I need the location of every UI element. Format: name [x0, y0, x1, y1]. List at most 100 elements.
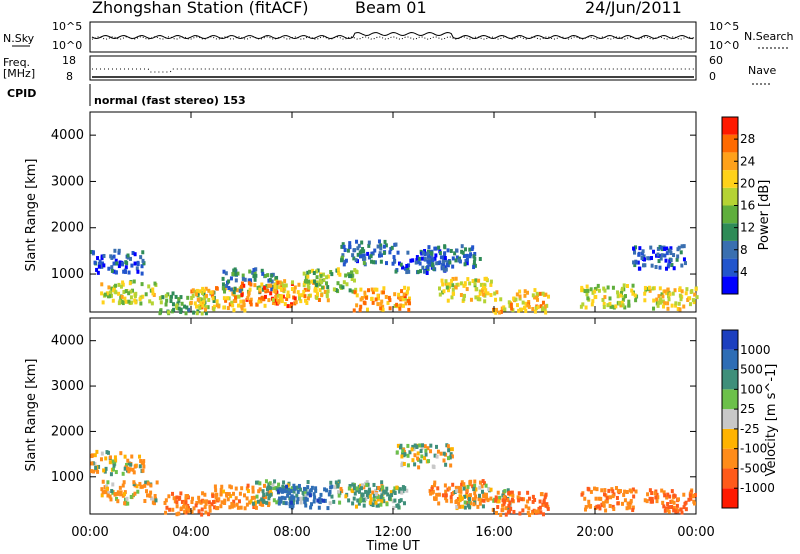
data-cell: [455, 488, 459, 493]
cpid-text: normal (fast stereo) 153: [94, 94, 246, 107]
data-cell: [414, 260, 418, 265]
data-cell: [147, 284, 151, 289]
data-cell: [133, 261, 137, 266]
data-cell: [274, 285, 278, 290]
data-cell: [185, 508, 189, 513]
data-cell: [233, 286, 237, 291]
data-cell: [407, 307, 411, 312]
data-cell: [308, 269, 312, 274]
data-cell: [359, 249, 363, 254]
data-cell: [355, 293, 359, 298]
data-cell: [608, 296, 612, 301]
data-cell: [622, 492, 626, 497]
data-cell: [421, 256, 425, 261]
data-cell: [543, 307, 547, 312]
data-cell: [210, 502, 214, 507]
data-cell: [332, 287, 336, 292]
data-cell: [583, 496, 587, 501]
data-cell: [430, 255, 434, 260]
data-cell: [362, 249, 366, 254]
data-cell: [221, 276, 225, 281]
data-cell: [605, 499, 609, 504]
data-cell: [643, 498, 647, 503]
data-cell: [340, 489, 344, 494]
data-cell: [323, 289, 327, 294]
data-cell: [656, 252, 660, 257]
data-cell: [306, 480, 310, 485]
data-cell: [418, 443, 422, 448]
data-cell: [628, 488, 632, 493]
data-cell: [352, 308, 356, 313]
data-cell: [602, 301, 606, 306]
data-cell: [494, 498, 498, 503]
data-cell: [664, 258, 668, 263]
data-cell: [280, 299, 284, 304]
data-cell: [546, 504, 550, 509]
data-cell: [543, 495, 547, 500]
data-cell: [198, 297, 202, 302]
ytick-label: 2000: [51, 424, 84, 439]
data-cell: [484, 276, 488, 281]
data-cell: [316, 268, 320, 273]
data-cell: [315, 293, 319, 298]
data-cell: [393, 486, 397, 491]
data-cell: [247, 281, 251, 286]
data-cell: [620, 288, 624, 293]
data-cell: [201, 303, 205, 308]
data-cell: [476, 504, 480, 509]
data-cell: [423, 256, 427, 261]
data-cell: [612, 507, 616, 512]
data-cell: [265, 283, 269, 288]
data-cell: [669, 246, 673, 251]
data-cell: [232, 503, 236, 508]
data-cell: [219, 492, 223, 497]
data-cell: [195, 288, 199, 293]
data-cell: [430, 263, 434, 268]
data-cell: [524, 301, 528, 306]
data-cell: [411, 458, 415, 463]
data-cell: [310, 279, 314, 284]
data-cell: [650, 263, 654, 268]
data-cell: [374, 297, 378, 302]
data-cell: [275, 298, 279, 303]
data-cell: [478, 501, 482, 506]
data-cell: [223, 286, 227, 291]
data-cell: [264, 479, 268, 484]
colorbar-swatch: [722, 349, 738, 370]
data-cell: [533, 309, 537, 314]
data-cell: [317, 297, 321, 302]
data-cell: [110, 293, 114, 298]
data-cell: [431, 258, 435, 263]
data-cell: [652, 249, 656, 254]
data-cell: [348, 484, 352, 489]
data-cell: [415, 255, 419, 260]
data-cell: [586, 296, 590, 301]
data-cell: [503, 489, 507, 494]
data-cell: [391, 499, 395, 504]
data-cell: [593, 289, 597, 294]
data-cell: [363, 290, 367, 295]
data-cell: [637, 251, 641, 256]
data-cell: [531, 499, 535, 504]
data-cell: [476, 297, 480, 302]
data-cell: [258, 297, 262, 302]
data-cell: [138, 297, 142, 302]
data-cell: [234, 486, 238, 491]
data-cell: [444, 279, 448, 284]
data-cell: [285, 484, 289, 489]
data-cell: [489, 496, 493, 501]
data-cell: [283, 496, 287, 501]
data-cell: [611, 489, 615, 494]
data-cell: [261, 271, 265, 276]
data-cell: [105, 291, 109, 296]
data-cell: [515, 292, 519, 297]
data-cell: [112, 269, 116, 274]
data-cell: [451, 482, 455, 487]
data-cell: [111, 482, 115, 487]
data-cell: [223, 289, 227, 294]
data-cell: [371, 290, 375, 295]
data-cell: [677, 245, 681, 250]
data-cell: [405, 488, 409, 493]
data-cell: [125, 261, 129, 266]
data-cell: [509, 506, 513, 511]
